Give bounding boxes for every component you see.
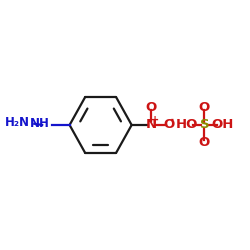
- Text: HO: HO: [175, 118, 198, 132]
- Text: O: O: [146, 101, 157, 114]
- Text: O: O: [164, 118, 175, 132]
- Text: NH: NH: [30, 117, 49, 130]
- Text: S: S: [200, 118, 209, 132]
- Text: O: O: [199, 136, 210, 149]
- Text: OH: OH: [211, 118, 234, 132]
- Text: N: N: [146, 118, 157, 132]
- Text: H₂N: H₂N: [5, 116, 30, 129]
- Text: +: +: [151, 114, 159, 124]
- Text: ·: ·: [170, 114, 174, 127]
- Text: O: O: [199, 101, 210, 114]
